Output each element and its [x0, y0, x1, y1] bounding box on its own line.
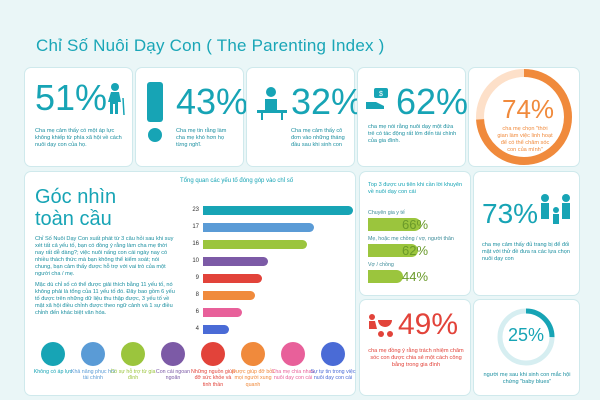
stat-value: 32% — [291, 81, 364, 122]
advice-panel: Top 3 được ưu tiên khi cần lời khuyên về… — [360, 172, 470, 295]
factor-icon — [121, 342, 145, 366]
stat-value: 49% — [398, 308, 459, 341]
stat-card-5: 74% cha mẹ chọn "thời gian làm việc linh… — [469, 68, 579, 166]
bar-value: 4 — [195, 326, 199, 332]
bar-value: 8 — [195, 292, 199, 298]
bar-value: 17 — [192, 224, 199, 230]
factor-bar — [203, 206, 353, 215]
factor-bar — [203, 240, 308, 249]
stroller-icon — [366, 312, 396, 338]
factor-icon — [41, 342, 65, 366]
exclamation-icon — [146, 82, 164, 144]
bar-value: 6 — [195, 309, 199, 315]
stat-value: 51% — [35, 77, 108, 118]
stat-card-4: $ 62% cha mẹ nói rằng nuôi dạy một đứa t… — [358, 68, 469, 166]
family-panel: 73% cha mẹ cảm thấy đủ trang bị để đối m… — [474, 172, 579, 295]
stat-ring — [476, 69, 572, 165]
factor-bar — [203, 325, 230, 334]
advice-title: Top 3 được ưu tiên khi cần lời khuyên về… — [368, 182, 463, 195]
blues-panel: 25% người mẹ sau khi sinh con mắc hội ch… — [474, 300, 579, 395]
stat-value: 25% — [508, 325, 545, 345]
stat-text: Cha mẹ cảm thấy cô đơn vào những tháng đ… — [291, 128, 345, 148]
stat-text: cha mẹ cảm thấy đủ trang bị để đối mặt v… — [482, 242, 570, 262]
advice-bar — [368, 218, 421, 231]
advice-value: 62% — [402, 243, 429, 258]
factor-bar — [203, 308, 243, 317]
stat-value: 74% — [502, 94, 555, 124]
stat-card-2: 43% Cha mẹ tin rằng làm cha mẹ khó hơn h… — [136, 68, 248, 166]
svg-text:$: $ — [379, 91, 383, 98]
stat-ring-progress — [476, 69, 572, 165]
page-title: Chỉ Số Nuôi Dạy Con ( The Parenting Inde… — [36, 36, 385, 55]
factor-legend: Không có áp lực Khả năng phục hồi tài chí… — [25, 342, 356, 394]
factor-icon — [81, 342, 105, 366]
factor-bar — [203, 223, 314, 232]
money-hand-icon: $ — [366, 88, 392, 112]
factor-bar — [203, 257, 269, 266]
global-panel: Góc nhìn toàn cầu Chỉ Số Nuôi Dạy Con xu… — [25, 172, 356, 395]
bar-value: 9 — [195, 275, 199, 281]
bar-value: 23 — [192, 207, 199, 213]
bar-value: 16 — [192, 241, 199, 247]
stat-card-3: 32% Cha mẹ cảm thấy cô đơn vào những thá… — [247, 68, 363, 166]
factor-label: Con cái ngoan ngoãn — [155, 369, 191, 382]
blues-ring-progress — [497, 308, 555, 366]
factor-label: Không có áp lực — [33, 369, 73, 375]
stat-value: 62% — [396, 81, 469, 122]
factor-chart: 23 17 16 10 9 8 6 4 — [155, 172, 355, 342]
factor-icon — [281, 342, 305, 366]
chart-title: Tổng quan các yếu tố đóng góp vào chỉ số — [180, 178, 294, 184]
blues-ring — [497, 308, 555, 366]
factor-icon — [201, 342, 225, 366]
stat-text: Cha mẹ tin rằng làm cha mẹ khó hơn họ từ… — [176, 128, 227, 148]
global-para-1: Chỉ Số Nuôi Dạy Con xuất phát từ 3 câu h… — [35, 236, 174, 277]
factor-label: Những nguồn giúp đỡ sức khỏe và tinh thầ… — [191, 369, 235, 388]
factor-bar — [203, 274, 262, 283]
factor-icon — [161, 342, 185, 366]
stat-text: cha mẹ nói rằng nuôi dạy một đứa trẻ có … — [368, 124, 457, 144]
factor-icon — [321, 342, 345, 366]
global-para-2: Mặc dù chỉ số có thể được giải thích bằn… — [35, 282, 175, 316]
advice-bar — [368, 270, 404, 283]
advice-label: Vợ / chồng — [368, 262, 394, 268]
stat-text: Cha mẹ cảm thấy có một áp lực không khiế… — [35, 128, 122, 148]
advice-value: 44% — [402, 269, 429, 284]
factor-label: Khả năng phục hồi tài chính — [70, 369, 116, 382]
stat-card-1: 51% Cha mẹ cảm thấy có một áp lực không … — [25, 68, 132, 166]
stat-value: 43% — [176, 81, 249, 122]
factor-icon — [241, 342, 265, 366]
advice-label: Chuyên gia y tế — [368, 210, 405, 216]
stat-text: người mẹ sau khi sinh con mắc hội chứng … — [483, 372, 571, 385]
advice-value: 66% — [402, 217, 429, 232]
share-panel: 49% cha mẹ đồng ý rằng trách nhiệm chăm … — [360, 300, 470, 395]
factor-label: Cha mẹ chia nhau nuôi dạy con cái — [271, 369, 315, 382]
elderly-person-icon — [105, 82, 127, 116]
person-at-desk-icon — [257, 86, 287, 120]
factor-label: Có sự hỗ trợ từ gia đình — [110, 369, 156, 382]
advice-bar — [368, 244, 418, 257]
global-heading-1: Góc nhìn — [35, 186, 117, 208]
family-icon — [538, 192, 574, 232]
factor-label: Được giúp đỡ bởi mọi người xung quanh — [232, 369, 274, 388]
factor-bar — [203, 291, 256, 300]
bar-value: 10 — [192, 258, 199, 264]
global-heading-2: toàn cầu — [35, 208, 112, 230]
stat-value: 73% — [482, 198, 539, 229]
factor-label: Sự tự tin trong việc nuôi dạy con cái — [310, 369, 356, 382]
stat-text: cha mẹ đồng ý rằng trách nhiệm chăm sóc … — [368, 348, 464, 368]
stat-text: cha mẹ chọn "thời gian làm việc linh hoạ… — [497, 126, 553, 153]
advice-label: Mẹ, hoặc mẹ chồng / vợ, người thân — [368, 236, 454, 242]
